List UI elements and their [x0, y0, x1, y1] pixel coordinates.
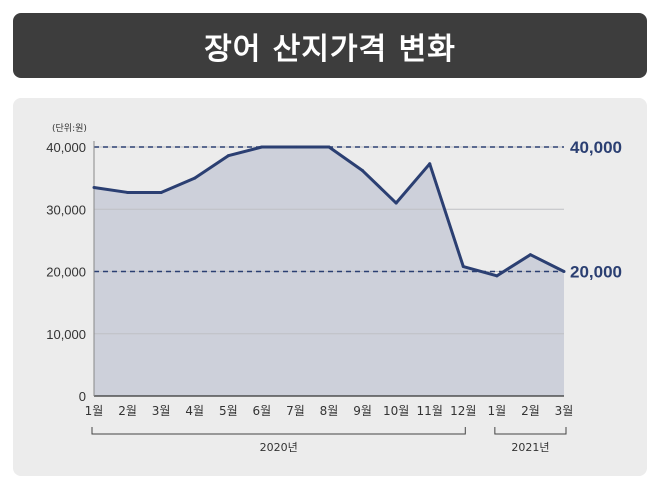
- title-bar: 장어 산지가격 변화: [13, 13, 647, 78]
- unit-label: (단위:원): [52, 123, 87, 134]
- data-point: [428, 162, 432, 166]
- data-point: [126, 190, 130, 194]
- y-tick-label: 0: [79, 389, 86, 404]
- data-point: [293, 145, 297, 149]
- x-tick-label: 8월: [320, 404, 339, 418]
- data-point: [394, 201, 398, 205]
- data-point: [495, 274, 499, 278]
- y-tick-label: 40,000: [46, 140, 86, 155]
- x-tick-label: 10월: [383, 404, 409, 418]
- x-tick-label: 7월: [286, 404, 305, 418]
- data-point: [361, 169, 365, 173]
- x-tick-label: 5월: [219, 404, 238, 418]
- x-tick-label: 6월: [253, 404, 272, 418]
- y-tick-label: 30,000: [46, 202, 86, 217]
- x-tick-label: 9월: [353, 404, 372, 418]
- x-tick-label: 3월: [152, 404, 171, 418]
- x-tick-label: 2월: [118, 404, 137, 418]
- chart-title: 장어 산지가격 변화: [204, 31, 456, 67]
- reference-label: 40,000: [570, 138, 622, 157]
- reference-label: 20,000: [570, 263, 622, 282]
- data-point: [327, 145, 331, 149]
- data-point: [92, 185, 96, 189]
- data-point: [159, 190, 163, 194]
- data-point: [528, 253, 532, 257]
- y-tick-label: 10,000: [46, 327, 86, 342]
- data-point: [226, 154, 230, 158]
- x-tick-label: 3월: [555, 404, 574, 418]
- x-tick-label: 11월: [417, 404, 443, 418]
- data-point: [461, 265, 465, 269]
- x-tick-label: 12월: [450, 404, 476, 418]
- y-tick-label: 20,000: [46, 265, 86, 280]
- year-bracket: [91, 427, 466, 435]
- x-tick-label: 1월: [488, 404, 507, 418]
- year-bracket: [494, 427, 567, 435]
- year-label: 2021년: [511, 441, 549, 454]
- year-label: 2020년: [260, 441, 298, 454]
- data-point: [193, 176, 197, 180]
- x-tick-label: 1월: [85, 404, 104, 418]
- x-tick-label: 4월: [185, 404, 204, 418]
- data-point: [260, 145, 264, 149]
- x-tick-label: 2월: [521, 404, 540, 418]
- data-point: [562, 270, 566, 273]
